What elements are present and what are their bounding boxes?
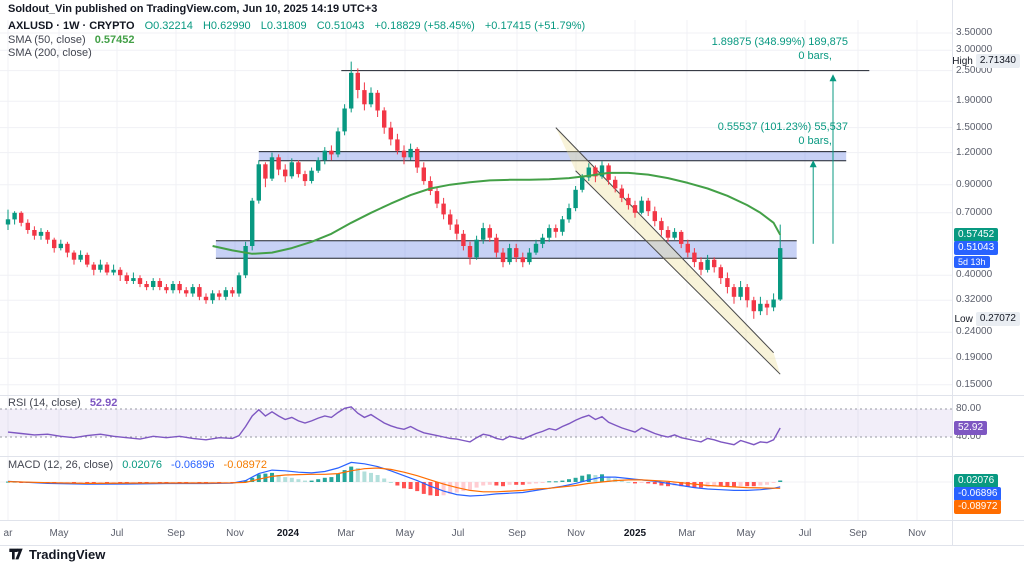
measure-upper-bars: 0 bars, (798, 50, 832, 62)
bar-countdown-badge: 5d 13h (954, 256, 990, 268)
rsi-plot (0, 406, 952, 446)
macd-legend-row[interactable]: MACD (12, 26, close) 0.02076 -0.06896 -0… (8, 459, 267, 472)
price-axis-label: 0.40000 (956, 269, 993, 280)
macd-label: MACD (12, 26, close) (8, 459, 114, 471)
time-axis-label: Sep (849, 528, 867, 539)
time-axis-label: Jul (451, 528, 465, 539)
ohlc-open: O0.32214 (144, 20, 193, 32)
rsi-label: RSI (14, close) (8, 397, 81, 409)
tradingview-footer: TradingView (8, 546, 105, 562)
support-resistance-zones (215, 151, 847, 259)
panel-separators (0, 0, 1024, 546)
rsi-value-badge: 52.92 (954, 421, 988, 435)
time-axis-label: 2024 (276, 528, 300, 539)
price-range-label-lower: 0.55537 (101.23%) 55,537 0 bars, (690, 121, 848, 148)
rsi-axis-label: 80.00 (956, 403, 982, 414)
sma50-value: 0.57452 (94, 34, 135, 46)
ohlc-change-2: +0.17415 (+51.79%) (484, 20, 586, 32)
tradingview-brand[interactable]: TradingView (29, 546, 106, 562)
ohlc-change: +0.18829 (+58.45%) (374, 20, 475, 32)
price-axis-label: 0.90000 (956, 179, 993, 190)
macd-macd-badge: -0.06896 (954, 487, 1002, 501)
time-axis-label: May (49, 528, 69, 539)
macd-hist-value: 0.02076 (122, 459, 162, 471)
sma50-label: SMA (50, close) (8, 34, 86, 46)
price-axis-label: 1.90000 (956, 95, 993, 106)
time-axis-label: May (736, 528, 756, 539)
time-axis-label: 2025 (623, 528, 647, 539)
price-axis-label: 0.32000 (956, 294, 993, 305)
price-range-arrows (809, 74, 837, 244)
time-axis-label: ar (3, 528, 13, 539)
price-axis-label: 1.50000 (956, 122, 993, 133)
rsi-value: 52.92 (89, 397, 118, 409)
sma50-line (212, 171, 782, 255)
time-axis-label: Nov (226, 528, 244, 539)
time-axis-label: Mar (337, 528, 355, 539)
measure-upper-value: 1.89875 (348.99%) 189,875 (711, 36, 848, 48)
sma50-price-badge: 0.57452 (954, 228, 999, 242)
descending-channel (555, 127, 781, 375)
macd-plot (0, 461, 952, 497)
price-range-label-upper: 1.89875 (348.99%) 189,875 0 bars, (690, 36, 848, 63)
ohlc-low: L0.31809 (260, 20, 307, 32)
tradingview-logo-icon[interactable] (8, 546, 24, 562)
time-axis-label: Mar (678, 528, 696, 539)
measure-lower-value: 0.55537 (101.23%) 55,537 (717, 121, 848, 133)
price-axis[interactable]: 3.50000 3.00000 2.50000 1.90000 1.50000 1.200… (952, 0, 1024, 545)
macd-signal-value: -0.08972 (223, 459, 267, 471)
time-axis-label: Sep (167, 528, 185, 539)
price-axis-label: 3.00000 (956, 44, 993, 55)
ohlc-close: C0.51043 (316, 20, 365, 32)
time-axis-label: Sep (508, 528, 526, 539)
candlestick-series (5, 61, 783, 319)
rsi-axis-label: 40.00 (956, 431, 982, 442)
measure-lower-bars: 0 bars, (798, 135, 832, 147)
macd-line-value: -0.06896 (171, 459, 215, 471)
time-axis[interactable]: ar May Jul Sep Nov 2024 Mar May Jul Sep Nov 2025 Mar… (0, 522, 952, 546)
price-axis-label: 0.15000 (956, 379, 993, 390)
symbol-legend-row[interactable]: AXLUSD · 1W · CRYPTO O0.32214 H0.62990 L… (8, 20, 585, 33)
time-axis-label: May (395, 528, 415, 539)
price-axis-label: 0.19000 (956, 352, 993, 363)
sma200-label: SMA (200, close) (8, 47, 92, 59)
macd-signal-badge: -0.08972 (954, 500, 1002, 514)
price-axis-label: 2.50000 (956, 65, 993, 76)
price-axis-label: 1.20000 (956, 147, 993, 158)
time-axis-label: Nov (567, 528, 585, 539)
time-axis-label: Nov (908, 528, 926, 539)
grid-lines (0, 20, 952, 520)
time-axis-label: Jul (110, 528, 124, 539)
time-axis-label: Jul (798, 528, 812, 539)
price-axis-label: 0.70000 (956, 207, 993, 218)
rsi-legend-row[interactable]: RSI (14, close) 52.92 (8, 397, 117, 410)
price-axis-label: 3.50000 (956, 27, 993, 38)
sma50-line-group (212, 171, 782, 255)
price-axis-label: 0.24000 (956, 326, 993, 337)
sma50-legend-row[interactable]: SMA (50, close) 0.57452 (8, 34, 134, 47)
attribution-text: Soldout_Vin published on TradingView.com… (8, 3, 378, 15)
sma200-legend-row[interactable]: SMA (200, close) (8, 47, 92, 60)
symbol-title[interactable]: AXLUSD · 1W · CRYPTO (8, 20, 135, 32)
ohlc-high: H0.62990 (202, 20, 251, 32)
macd-hist-badge: 0.02076 (954, 474, 999, 488)
last-price-badge: 0.51043 (954, 241, 999, 255)
